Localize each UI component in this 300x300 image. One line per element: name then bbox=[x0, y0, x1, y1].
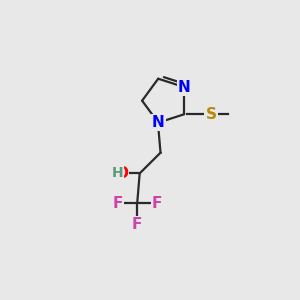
Text: N: N bbox=[178, 80, 190, 94]
Text: N: N bbox=[152, 115, 165, 130]
Text: O: O bbox=[115, 166, 128, 181]
Text: F: F bbox=[152, 196, 162, 211]
Text: S: S bbox=[206, 107, 216, 122]
Text: F: F bbox=[132, 217, 142, 232]
Text: H: H bbox=[112, 167, 123, 181]
Text: F: F bbox=[112, 196, 123, 211]
